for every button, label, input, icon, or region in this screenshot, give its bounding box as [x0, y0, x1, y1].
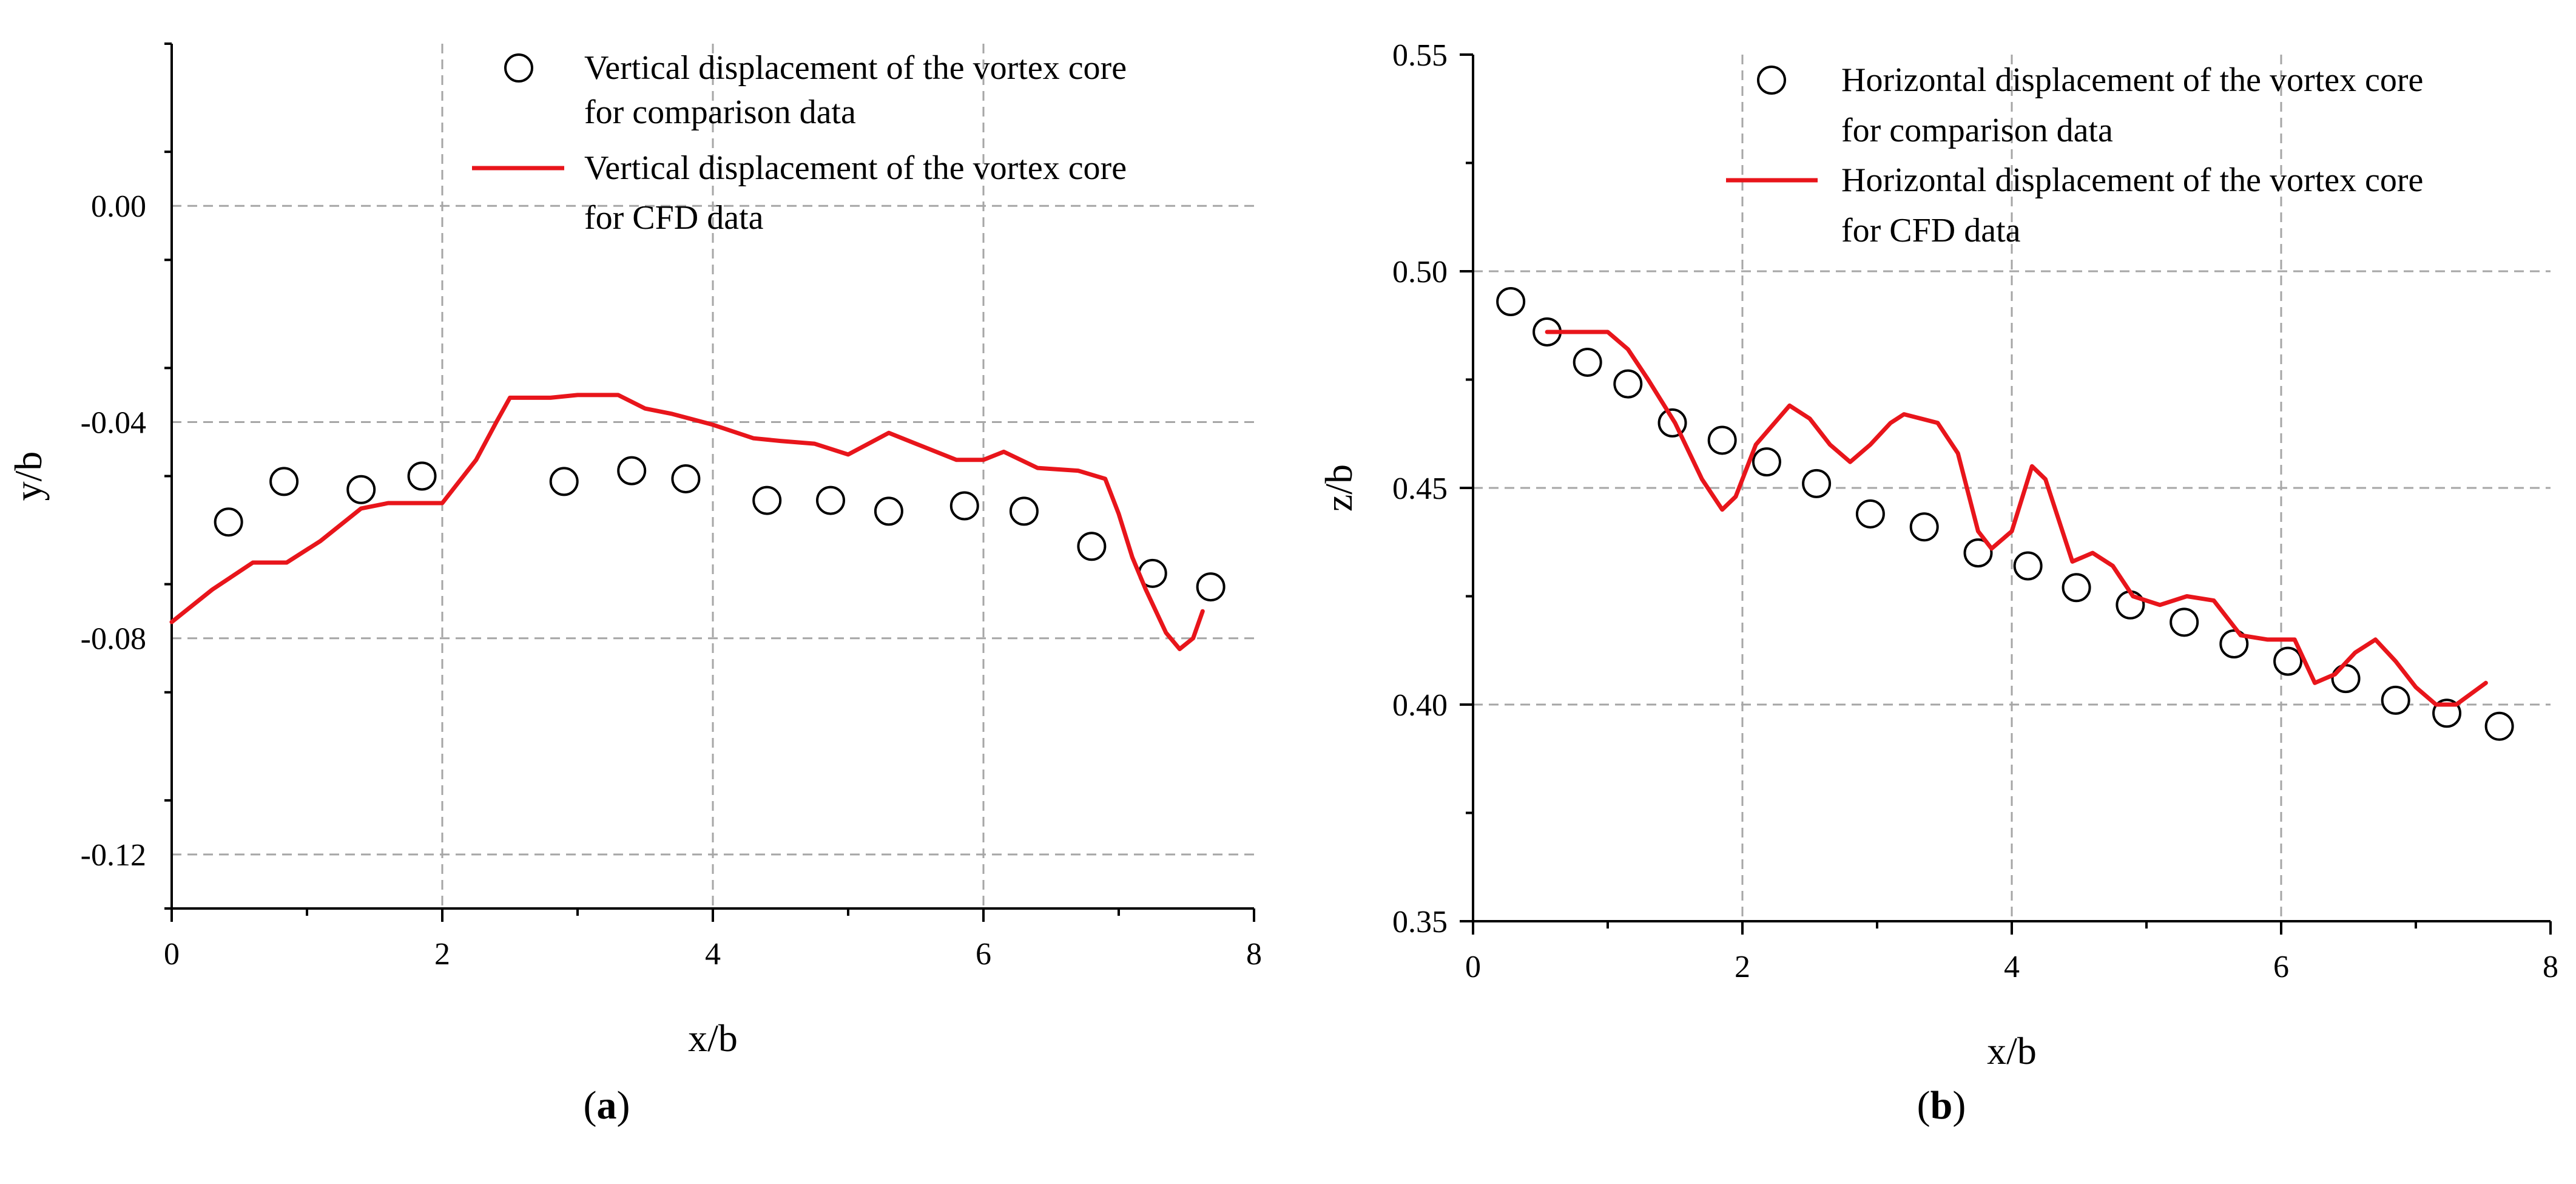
comparison-data-point [1496, 286, 1526, 316]
comparison-data-point [346, 475, 376, 504]
comparison-data-point [549, 467, 579, 496]
comparison-data-point [1963, 538, 1993, 568]
comparison-data-point [1752, 447, 1781, 477]
x-tick-label: 2 [1735, 950, 1750, 984]
y-axis-title: y/b [7, 452, 50, 501]
comparison-data-point [1855, 499, 1885, 529]
comparison-data-point [1077, 532, 1107, 561]
chart-panel-b: 0 2 4 6 8 0.35 0.40 0.45 0.50 0.55 x/b z/b Horizonta… [1317, 38, 2558, 1128]
x-axis-title: x/b [688, 1017, 738, 1060]
comparison-data-point [2013, 551, 2043, 581]
y-tick-label: -0.04 [81, 405, 146, 440]
comparison-data-point [269, 467, 299, 496]
panel-label: (b) [1917, 1083, 1966, 1128]
comparison-data-point [2381, 685, 2410, 715]
comparison-data-point [1196, 572, 1226, 602]
x-tick-label: 4 [705, 937, 721, 972]
legend-entry-line-1: Horizontal displacement of the vortex co… [1841, 61, 2423, 99]
comparison-data-point [214, 507, 243, 537]
comparison-data-point [1009, 496, 1039, 526]
legend-marker-swatch [1757, 66, 1786, 95]
comparison-data-point [1802, 469, 1832, 498]
comparison-data-point [407, 461, 437, 491]
x-tick-label: 8 [2543, 950, 2558, 984]
y-tick-label: -0.12 [81, 838, 146, 873]
legend-entry-line-1: Horizontal displacement of the vortex co… [1841, 161, 2423, 199]
y-tick-label: 0.45 [1392, 472, 1448, 506]
chart-panel-a: 0 2 4 6 8 -0.12 -0.08 -0.04 0.00 x/b y/b Vertical d… [7, 42, 1262, 1128]
x-tick-label: 6 [2273, 950, 2289, 984]
y-tick-label: 0.40 [1392, 688, 1448, 723]
comparison-data-point [671, 464, 701, 493]
panel-label: (a) [584, 1083, 630, 1128]
comparison-data-point [1613, 369, 1643, 399]
comparison-data-point [752, 485, 782, 515]
x-tick-label: 8 [1246, 937, 1262, 972]
x-tick-label: 6 [976, 937, 991, 972]
comparison-data-point [1707, 425, 1737, 455]
comparison-data-point [949, 491, 979, 521]
x-tick-label: 0 [164, 937, 180, 972]
legend-marker-swatch [504, 53, 533, 83]
y-tick-label: -0.08 [81, 622, 146, 657]
x-tick-label: 0 [1465, 950, 1481, 984]
legend: Vertical displacement of the vortex core… [472, 49, 1127, 237]
x-tick-label: 2 [434, 937, 450, 972]
grid [1473, 55, 2551, 921]
comparison-data-point [2062, 573, 2091, 603]
y-tick-label: 0.35 [1392, 905, 1448, 939]
legend-entry-line-2: for comparison data [584, 93, 856, 131]
comparison-data-point [2273, 646, 2303, 676]
y-tick-label: 0.55 [1392, 38, 1448, 73]
comparison-series [214, 456, 1226, 602]
cfd-data-line [169, 393, 1205, 651]
comparison-data-point [816, 485, 846, 515]
x-axis-title: x/b [1987, 1029, 2037, 1072]
comparison-data-point [2170, 607, 2199, 637]
comparison-data-point [2484, 711, 2514, 741]
legend-entry-line-2: for CFD data [1841, 212, 2021, 249]
x-axis-ticks [170, 908, 1255, 922]
x-axis-ticks [1472, 921, 2552, 935]
comparison-data-point [874, 496, 903, 526]
grid [172, 44, 1254, 908]
comparison-data-point [617, 456, 647, 485]
y-tick-label: 0.50 [1392, 255, 1448, 289]
y-axis-ticks [164, 42, 172, 910]
cfd-series [1545, 330, 2488, 707]
legend-entry-line-2: for CFD data [584, 199, 764, 237]
legend: Horizontal displacement of the vortex co… [1726, 61, 2423, 249]
y-axis-title: z/b [1317, 464, 1360, 512]
legend-entry-line-1: Vertical displacement of the vortex core [584, 49, 1127, 87]
y-axis-ticks [1460, 53, 1473, 922]
x-tick-label: 4 [2004, 950, 2020, 984]
y-tick-label: 0.00 [91, 189, 146, 224]
legend-entry-line-2: for comparison data [1841, 112, 2113, 149]
comparison-data-point [1573, 347, 1602, 377]
comparison-data-point [2331, 664, 2361, 694]
cfd-data-line [1545, 330, 2488, 707]
legend-entry-line-1: Vertical displacement of the vortex core [584, 149, 1127, 187]
cfd-series [169, 393, 1205, 651]
comparison-data-point [1909, 512, 1939, 542]
